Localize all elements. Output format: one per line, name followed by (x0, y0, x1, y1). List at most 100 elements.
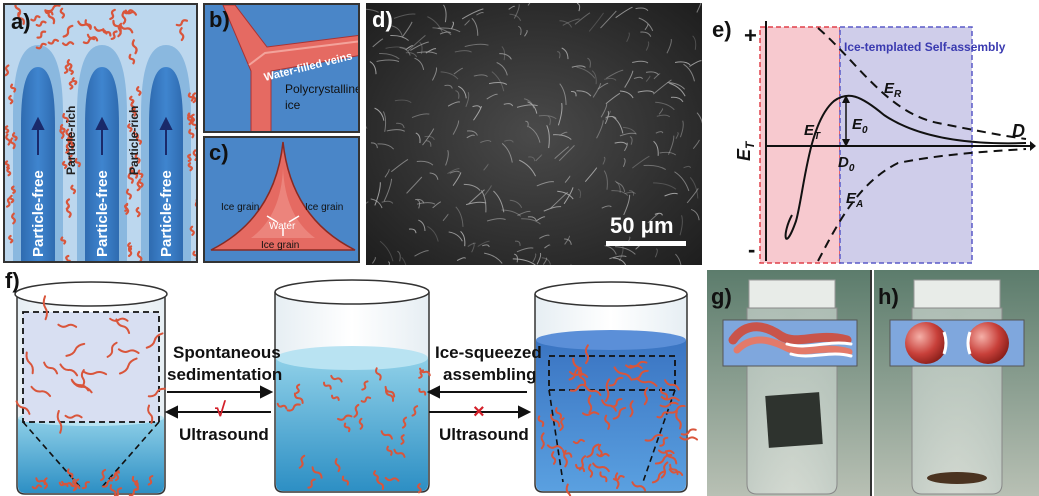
particle (68, 80, 74, 90)
particle (129, 95, 135, 104)
sem-flake (564, 175, 571, 183)
sem-flake (366, 201, 369, 204)
ice-columns (13, 45, 191, 261)
particle (59, 363, 79, 377)
sem-flake (491, 71, 505, 92)
label-spontaneous: Spontaneous (173, 343, 281, 362)
sem-flake (366, 8, 379, 13)
sem-flake (414, 250, 429, 257)
label-sedimentation: sedimentation (167, 365, 282, 384)
particle (401, 416, 408, 429)
sem-flake (659, 151, 677, 156)
particle (125, 188, 132, 200)
sem-flake (635, 7, 649, 12)
panel-f: Spontaneous sedimentation √ Ultrasound I… (3, 268, 701, 496)
particle (112, 19, 122, 33)
particle (631, 481, 647, 492)
particle (77, 20, 92, 30)
particle (44, 9, 54, 16)
sem-flake (429, 172, 439, 180)
sem-flake (539, 234, 550, 239)
sem-flake (519, 159, 536, 177)
sem-flake (401, 21, 413, 38)
sem-flake (692, 139, 700, 149)
particle (9, 137, 16, 150)
sem-flake (476, 11, 484, 16)
sem-flake (689, 177, 699, 199)
particle (131, 475, 139, 488)
sem-flake (559, 20, 573, 28)
particle (86, 33, 99, 42)
particle (131, 169, 139, 179)
particle (555, 407, 563, 420)
particle (656, 411, 669, 419)
particle (147, 404, 154, 424)
sem-flake (655, 131, 664, 134)
particle (353, 403, 360, 418)
sem-flake (544, 244, 551, 249)
sem-flake (679, 215, 683, 236)
sem-flake (645, 75, 651, 82)
particle (106, 341, 118, 358)
particle (5, 125, 10, 134)
label-assembling: assembling (443, 365, 537, 384)
particle (668, 468, 684, 476)
sem-flake (509, 13, 522, 22)
particle (384, 385, 396, 398)
sem-flake (654, 248, 658, 258)
particle (122, 9, 135, 15)
sem-flake (633, 76, 643, 80)
particle (625, 364, 643, 370)
sem-flake (574, 12, 591, 25)
sem-flake (468, 189, 485, 205)
panel-f-illustration: Spontaneous sedimentation √ Ultrasound I… (14, 279, 699, 496)
particle (565, 483, 572, 496)
particle (608, 376, 624, 387)
sem-flake (674, 171, 690, 192)
particle (127, 245, 133, 257)
particle (127, 173, 134, 184)
particle (59, 126, 65, 140)
panel-g: g) (707, 270, 872, 496)
particle (65, 128, 71, 141)
sem-flake (626, 32, 630, 42)
particle (578, 455, 587, 471)
particle (14, 5, 22, 16)
particle (588, 463, 594, 478)
particle (194, 201, 196, 207)
particle (537, 415, 545, 427)
sem-flake (366, 126, 368, 129)
svg-text:ET: ET (734, 140, 757, 161)
sem-flake (605, 69, 624, 79)
sem-flake (440, 71, 459, 80)
particle (5, 64, 10, 77)
sem-flake (453, 67, 463, 75)
zoom-box-right (548, 355, 676, 391)
particle (118, 357, 138, 375)
particle (384, 476, 400, 482)
sem-flake (601, 205, 612, 209)
particle (109, 471, 121, 480)
panel-d-label: d) (372, 7, 393, 32)
particle (137, 169, 144, 179)
particle (47, 10, 56, 25)
label-particle-free-3: Particle-free (158, 170, 175, 257)
sem-flake (690, 208, 700, 221)
particle (361, 380, 369, 391)
particle (82, 37, 96, 45)
particle (675, 410, 682, 430)
sem-flake (622, 157, 626, 168)
sem-flake (683, 63, 695, 82)
label-ultrasound-right: Ultrasound (439, 425, 529, 444)
sem-flake (372, 256, 376, 264)
sem-flake (543, 206, 562, 212)
sem-flake (382, 111, 387, 132)
particle (135, 206, 141, 218)
particle (586, 443, 600, 458)
label-d0: D0 (838, 154, 855, 174)
sem-flake (652, 79, 672, 95)
sem-flake (504, 139, 514, 143)
panel-h-label: h) (878, 284, 899, 309)
sem-flake (683, 165, 691, 169)
particle (559, 417, 565, 432)
